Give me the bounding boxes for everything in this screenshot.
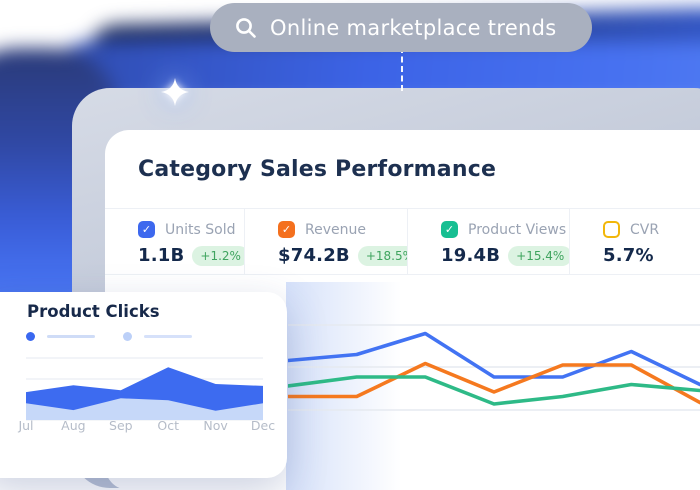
clicks-chart: [26, 357, 263, 421]
clicks-card-title: Product Clicks: [27, 302, 160, 321]
trend-line-product-views: [288, 375, 700, 406]
metric-checkbox[interactable]: ✓: [278, 221, 295, 238]
trend-line-units-sold: [288, 331, 700, 387]
metric-value: 1.1B: [138, 245, 185, 266]
month-label: Aug: [61, 418, 86, 433]
dashboard-title: Category Sales Performance: [138, 157, 497, 182]
metric-tile-cvr: ✓ CVR 5.7%: [569, 209, 700, 274]
metric-checkbox[interactable]: ✓: [603, 221, 620, 238]
dashed-connector-line: [401, 47, 403, 91]
metric-value: 19.4B: [441, 245, 501, 266]
metric-checkbox[interactable]: ✓: [441, 221, 458, 238]
check-icon: ✓: [444, 222, 455, 236]
metric-label: Product Views: [468, 221, 567, 238]
metric-label: Units Sold: [165, 221, 236, 238]
search-query: Online marketplace trends: [270, 15, 557, 40]
legend-skeleton-bar: [144, 335, 192, 338]
metric-tile-product-views: ✓ Product Views 19.4B +15.4%: [407, 209, 569, 274]
month-label: Nov: [203, 418, 228, 433]
metric-tile-revenue: ✓ Revenue $74.2B +18.5%: [244, 209, 407, 274]
search-icon: [236, 17, 256, 38]
metric-delta-badge: +18.5%: [357, 245, 407, 266]
legend-dot-secondary: [123, 332, 132, 341]
metric-value: 5.7%: [603, 245, 654, 266]
metric-label: CVR: [630, 221, 660, 238]
sparkle-icon: [161, 78, 189, 106]
check-icon: ✓: [281, 222, 292, 236]
month-label: Oct: [157, 418, 179, 433]
search-pill[interactable]: Online marketplace trends: [210, 3, 592, 52]
check-icon: ✓: [141, 222, 152, 236]
trend-line-revenue: [288, 361, 700, 405]
metric-delta-badge: +15.4%: [508, 245, 569, 266]
legend-skeleton-bar: [47, 335, 95, 338]
metric-checkbox[interactable]: ✓: [138, 221, 155, 238]
month-label: Jul: [18, 418, 34, 433]
area-clicks-secondary: [26, 398, 263, 420]
metric-value: $74.2B: [278, 245, 350, 266]
metric-label: Revenue: [305, 221, 366, 238]
legend-dot-primary: [26, 332, 35, 341]
trends-chart: [288, 324, 700, 411]
metrics-row: ✓ Units Sold 1.1B +1.2% ✓ Revenue $74.2B…: [105, 208, 700, 275]
metric-delta-badge: +1.2%: [192, 245, 244, 266]
clicks-legend: [26, 332, 192, 341]
clicks-months: Jul Aug Sep Oct Nov Dec: [18, 418, 275, 436]
month-label: Sep: [109, 418, 133, 433]
product-clicks-card: Product Clicks Jul Aug Sep Oct Nov Dec: [0, 292, 287, 478]
area-clicks-primary: [26, 367, 263, 420]
metric-tile-units-sold: ✓ Units Sold 1.1B +1.2%: [105, 209, 244, 274]
month-label: Dec: [250, 418, 276, 433]
